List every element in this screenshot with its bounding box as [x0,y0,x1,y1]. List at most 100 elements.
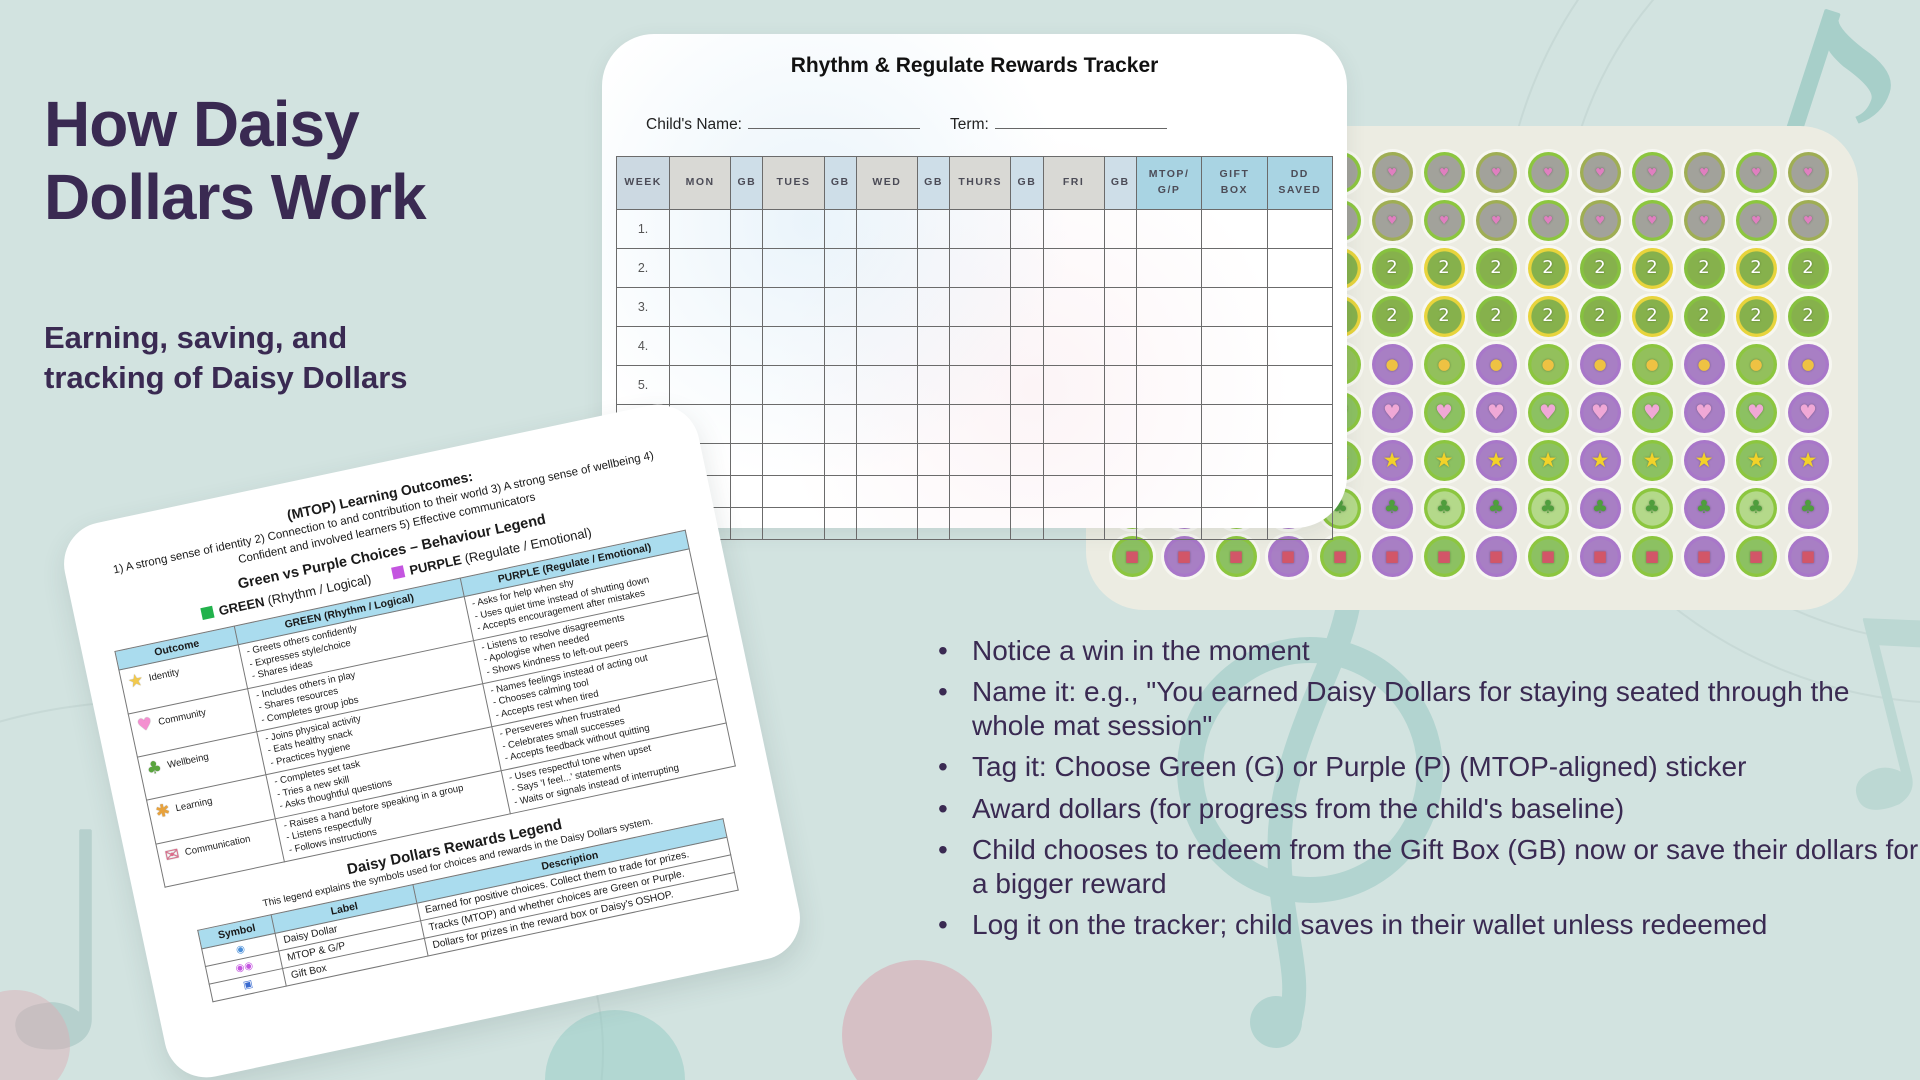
tracker-column-header: TUES [762,156,825,210]
character-sticker-glyph: ♥ [1439,165,1449,179]
week-number-cell: 4. [615,326,671,366]
week-number-cell: 1. [615,209,671,249]
number-2-sticker: 2 [1371,247,1413,289]
title-line: Dollars Work [44,160,427,233]
tracker-cell [1135,248,1203,288]
tracker-title: Rhythm & Regulate Rewards Tracker [790,54,1159,77]
tracker-cell [823,443,857,476]
bullet-text: Name it: e.g., "You earned Daisy Dollars… [972,676,1850,742]
tracker-cell [823,507,857,540]
tracker-cell [1042,365,1105,405]
duck-book-sticker: ● [1735,343,1777,385]
tracker-cell [669,248,732,288]
number-2-sticker-glyph: 2 [1750,257,1762,278]
tracker-extra-row [615,507,1334,540]
title-line: How Daisy [44,88,360,160]
bullet-item: • Award dollars (for progress from the ch… [938,792,1920,826]
tracker-cell [1266,507,1334,540]
tracker-cell [1135,287,1203,327]
tracker-cell [1042,287,1105,327]
tracker-cell [949,443,1012,476]
frog-sticker: ♣ [1423,487,1465,529]
wallet-sticker-glyph: ■ [1280,546,1296,565]
tracker-cell [855,248,918,288]
character-sticker: ♥ [1527,151,1569,193]
frog-sticker-glyph: ♣ [1383,497,1401,518]
number-2-sticker: 2 [1683,295,1725,337]
week-number-cell: 2. [615,248,671,288]
heart-sticker-glyph: ♥ [1487,400,1505,424]
character-sticker-glyph: ♥ [1387,213,1397,227]
tracker-cell [730,365,764,405]
heart-sticker: ♥ [1787,391,1829,433]
star-sticker: ★ [1475,439,1517,481]
tracker-cell [730,209,764,249]
tracker-cell [916,443,951,476]
character-sticker: ♥ [1579,151,1621,193]
bullet-text: Notice a win in the moment [972,635,1310,666]
bullet-text: Log it on the tracker; child saves in th… [972,909,1768,941]
number-2-sticker-glyph: 2 [1802,305,1814,326]
star-sticker-glyph: ★ [1590,447,1610,472]
wallet-sticker-glyph: ■ [1644,546,1660,565]
tracker-cell [1010,326,1044,366]
frog-sticker: ♣ [1631,487,1673,529]
wallet-sticker-glyph: ■ [1332,546,1348,565]
star-sticker: ★ [1631,439,1673,481]
tracker-cell [1103,404,1137,444]
frog-sticker-glyph: ♣ [1591,497,1609,518]
bullet-item: • Child chooses to redeem from the Gift B… [938,833,1920,901]
tracker-cell [1201,248,1268,288]
wallet-sticker: ■ [1475,535,1517,577]
heart-sticker: ♥ [1371,391,1413,433]
number-2-sticker-glyph: 2 [1594,257,1606,278]
tracker-cell [1266,248,1334,288]
star-sticker-glyph: ★ [1486,447,1506,472]
bullet-dot-icon: • [938,833,948,865]
star-sticker: ★ [1527,439,1569,481]
outcome-label: Community [157,706,207,728]
tracker-cell [1201,287,1268,327]
heart-sticker-glyph: ♥ [1799,400,1817,424]
wallet-sticker-glyph: ■ [1176,546,1192,565]
tracker-column-header: GB [916,156,951,210]
tracker-cell [1266,287,1334,327]
number-2-sticker: 2 [1371,295,1413,337]
duck-book-sticker: ● [1683,343,1725,385]
tracker-cell [730,507,764,540]
week-number-cell: 5. [615,365,671,405]
child-name-blank [748,114,920,129]
tracker-cell [1103,507,1137,540]
tracker-cell [1042,326,1105,366]
tracker-cell [1010,248,1044,288]
tracker-cell [762,287,825,327]
wallet-sticker: ■ [1267,535,1309,577]
purple-swatch-icon [390,565,405,580]
tracker-week-row: 6. [615,404,1334,444]
subtitle-line: Earning, saving, and [44,320,348,355]
tracker-cell [949,507,1012,540]
heart-sticker: ♥ [1735,391,1777,433]
wallet-sticker: ■ [1319,535,1361,577]
tracker-cell [1010,443,1044,476]
tracker-cell [762,365,825,405]
number-2-sticker-glyph: 2 [1438,257,1450,278]
rewards-tracker-card: Rhythm & Regulate Rewards Tracker Child'… [602,34,1347,540]
frog-sticker-glyph: ♣ [1487,497,1505,518]
tracker-cell [1201,209,1268,249]
tracker-column-header: FRI [1042,156,1105,210]
bullet-dot-icon: • [938,676,948,708]
star-sticker: ★ [1579,439,1621,481]
character-sticker: ♥ [1683,199,1725,241]
tracker-cell [1201,365,1268,405]
frog-sticker: ♣ [1371,487,1413,529]
tracker-cell [730,248,764,288]
tracker-cell [1010,404,1044,444]
wallet-sticker: ■ [1631,535,1673,577]
purple-key: PURPLE [408,552,463,578]
tracker-cell [949,326,1012,366]
character-sticker-glyph: ♥ [1751,213,1761,227]
heart-sticker: ♥ [1683,391,1725,433]
character-sticker-glyph: ♥ [1595,213,1605,227]
tracker-cell [855,404,918,444]
